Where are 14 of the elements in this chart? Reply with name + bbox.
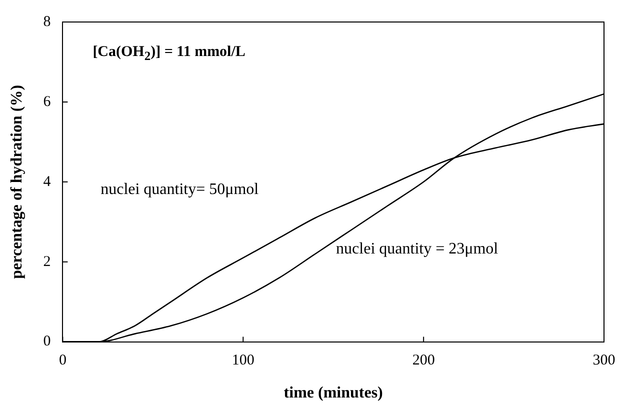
y-axis-title: percentage of hydration (%) <box>8 84 26 279</box>
y-tick-label: 4 <box>43 174 52 190</box>
y-tick-label: 0 <box>43 334 51 350</box>
x-tick-label: 200 <box>412 352 435 369</box>
x-axis-title: time (minutes) <box>284 384 383 402</box>
y-tick-label: 2 <box>43 254 51 270</box>
text: nuclei quantity= 50μmol <box>100 181 260 198</box>
x-tick-label: 300 <box>592 352 616 369</box>
y-tick-label: 8 <box>43 14 51 30</box>
x-tick-label: 100 <box>232 352 254 369</box>
y-tick-label: 6 <box>43 94 52 110</box>
x-tick-label: 0 <box>58 352 66 369</box>
series-label: nuclei quantity = 23μmol <box>336 240 499 258</box>
annotation: [Ca(OH$_{2}$)] = 11 mmol/L <box>92 44 246 64</box>
